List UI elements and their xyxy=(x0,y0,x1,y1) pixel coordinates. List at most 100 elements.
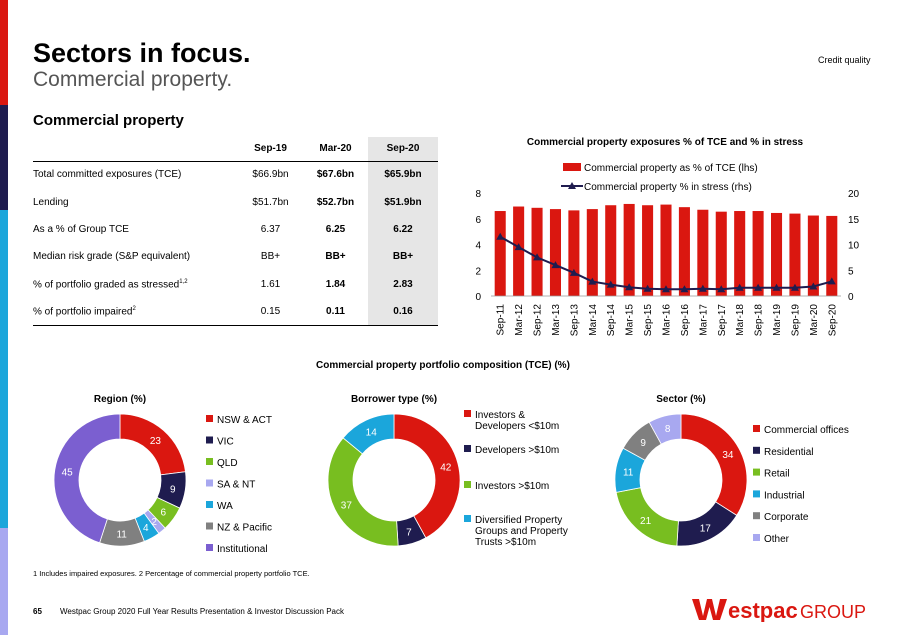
bar-tce-pct xyxy=(642,205,654,296)
stress-marker xyxy=(790,283,799,291)
y-left-tick-label: 0 xyxy=(475,292,481,303)
stress-marker xyxy=(754,283,763,291)
x-tick-label: Sep-12 xyxy=(533,304,544,337)
table-cell: 6.37 xyxy=(260,223,281,235)
borrower-chart-title: Borrower type (%) xyxy=(351,394,437,405)
y-left-tick-label: 4 xyxy=(475,241,481,252)
region-chart-title: Region (%) xyxy=(94,394,146,405)
bar-tce-pct xyxy=(623,203,635,296)
legend-label: Trusts >$10m xyxy=(475,537,536,548)
x-tick-label: Mar-20 xyxy=(809,304,820,336)
x-tick-label: Mar-17 xyxy=(698,304,709,336)
stress-marker xyxy=(514,243,523,251)
donut-slice-label: 45 xyxy=(62,468,74,479)
donut-slice-label: 2 xyxy=(151,517,157,528)
donut-slice xyxy=(680,413,748,516)
stress-marker xyxy=(551,261,560,269)
legend-swatch xyxy=(753,490,760,498)
y-right-tick-label: 0 xyxy=(848,292,854,303)
legend-label: Retail xyxy=(764,469,790,480)
donut-slice-label: 17 xyxy=(700,524,712,535)
footnote-ref: 2 xyxy=(132,305,136,312)
table-row: % of portfolio graded as stressed1,2 1.6… xyxy=(33,270,438,298)
stress-marker xyxy=(643,284,652,292)
sidebar-stripe-cyan-2 xyxy=(0,315,8,528)
legend-label: Investors & xyxy=(475,410,525,421)
section-title: Commercial property xyxy=(33,112,184,129)
donut-slice xyxy=(327,437,399,547)
table-row: % of portfolio impaired2 0.15 0.11 0.16 xyxy=(33,297,438,326)
donut-slice-label: 11 xyxy=(623,468,634,479)
legend-triangle-marker xyxy=(568,182,576,189)
x-tick-label: Sep-13 xyxy=(569,304,580,337)
table-cell: 1.84 xyxy=(325,278,346,290)
y-right-tick-label: 5 xyxy=(848,266,854,277)
bar-tce-pct xyxy=(807,215,819,296)
x-tick-label: Mar-19 xyxy=(772,304,783,336)
stress-marker xyxy=(717,285,726,293)
table-header-col: Mar-20 xyxy=(303,137,368,162)
footnote-ref: 1,2 xyxy=(179,278,188,285)
donut-slice-label: 37 xyxy=(341,500,353,511)
westpac-w-icon xyxy=(692,599,727,620)
logo-text: estpac xyxy=(728,598,798,622)
region-donut-chart: Region (%) 23 9 624 11 45 NSW & ACT VIC QLD SA … xyxy=(53,394,272,555)
legend-swatch xyxy=(206,436,213,444)
y-right-tick-label: 20 xyxy=(848,189,860,200)
donut-slice-label: 4 xyxy=(143,523,149,534)
donut-slice xyxy=(648,413,682,445)
page-title: Sectors in focus. xyxy=(33,38,251,68)
stress-marker xyxy=(827,277,836,285)
legend-label: QLD xyxy=(217,458,238,469)
donut-slice-label: 7 xyxy=(406,527,412,538)
row-label: Total committed exposures (TCE) xyxy=(33,169,182,181)
table-row: Lending $51.7bn $52.7bn $51.9bn xyxy=(33,188,438,216)
legend-label: SA & NT xyxy=(217,480,255,491)
x-tick-label: Mar-13 xyxy=(551,304,562,336)
x-tick-label: Sep-16 xyxy=(680,304,691,337)
sidebar-color-bar xyxy=(0,0,8,635)
table-cell: 0.15 xyxy=(238,297,303,326)
bar-tce-pct xyxy=(771,212,783,296)
table-cell: 0.11 xyxy=(303,297,368,326)
legend-swatch xyxy=(464,410,471,417)
row-label: Median risk grade (S&P equivalent) xyxy=(33,251,191,263)
bar-tce-pct xyxy=(605,205,617,296)
table-cell: BB+ xyxy=(368,243,438,271)
commercial-property-table: Sep-19 Mar-20 Sep-20 Total committed exp… xyxy=(33,137,438,326)
row-label: As a % of Group TCE xyxy=(33,223,129,235)
stress-marker xyxy=(735,283,744,291)
borrower-donut: 42 7 37 14 xyxy=(327,413,461,547)
sidebar-stripe-lavender xyxy=(0,528,8,635)
bar-tce-pct xyxy=(568,210,580,296)
tce-stress-combo-chart: Commercial property exposures % of TCE a… xyxy=(475,137,860,337)
stress-marker xyxy=(625,283,634,291)
donut-slice-label: 14 xyxy=(366,428,378,439)
row-label: Lending xyxy=(33,196,69,208)
sector-chart-title: Sector (%) xyxy=(656,394,705,405)
sidebar-stripe-cyan xyxy=(0,210,8,315)
table-cell: BB+ xyxy=(325,251,346,263)
y-left-tick-label: 6 xyxy=(475,215,481,226)
y-right-tick-label: 10 xyxy=(848,241,860,252)
donut-slice-label: 9 xyxy=(640,438,646,449)
legend-label: Diversified Property xyxy=(475,515,562,526)
table-header-row: Sep-19 Mar-20 Sep-20 xyxy=(33,137,438,162)
region-donut: 23 9 624 11 45 xyxy=(53,413,187,547)
donut-slice-label: 9 xyxy=(170,484,176,495)
bar-tce-pct xyxy=(494,211,506,296)
bar-tce-pct xyxy=(734,211,746,296)
table-cell: 6.22 xyxy=(368,215,438,244)
bar-tce-pct xyxy=(789,213,801,296)
y-left-tick-label: 2 xyxy=(475,266,481,277)
legend-swatch xyxy=(753,468,760,476)
legend-swatch xyxy=(464,445,471,452)
legend-swatch xyxy=(206,522,213,530)
legend-bar-swatch xyxy=(563,163,581,171)
stress-marker xyxy=(772,283,781,291)
donut-slice-label: 21 xyxy=(640,516,652,527)
legend-label: Residential xyxy=(764,447,813,458)
bar-tce-pct xyxy=(715,211,727,296)
donut-slice-label: 6 xyxy=(161,507,167,518)
